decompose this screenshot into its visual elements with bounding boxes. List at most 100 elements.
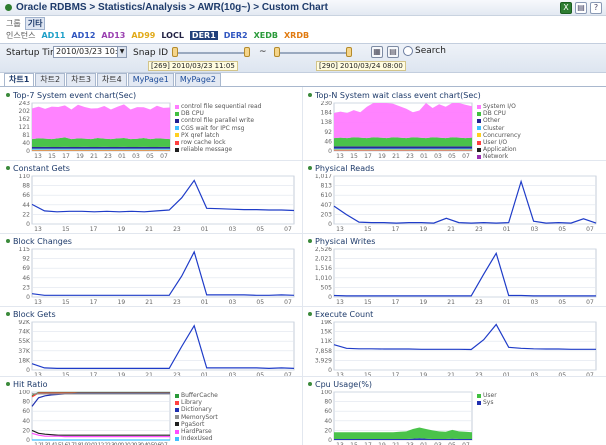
print-preview-icon[interactable]: ▦ xyxy=(371,46,383,58)
y-tick-label: 40 xyxy=(22,418,30,425)
x-tick-label: 21 xyxy=(447,299,455,305)
row-divider xyxy=(0,376,606,377)
snap-from-slider-right-handle[interactable] xyxy=(244,47,250,57)
instance-der1[interactable]: DER1 xyxy=(189,31,218,40)
chart-panel-topn: Top-N System wait class event chart(Sec)… xyxy=(308,90,598,160)
x-tick-label: 15 xyxy=(62,226,70,232)
x-tick-label: 18 xyxy=(74,442,82,445)
search-icon xyxy=(403,46,413,56)
excel-icon[interactable]: X xyxy=(560,2,572,14)
y-tick-label: 1,010 xyxy=(315,275,332,282)
chart-panel-cgets: Constant Gets 110 88 66 44 22 0 13 15 17 19 21 23 01 0… xyxy=(6,163,296,232)
x-tick-label: 21 xyxy=(145,372,153,378)
plot-frame xyxy=(31,175,295,225)
y-tick-label: 110 xyxy=(19,174,31,180)
tab-차트2[interactable]: 차트2 xyxy=(35,73,66,86)
instance-ad99[interactable]: AD99 xyxy=(131,31,156,40)
y-tick-label: 7,858 xyxy=(315,348,332,355)
legend-label: Cluster xyxy=(483,124,505,132)
x-tick-label: 15 xyxy=(350,442,358,445)
legend-swatch xyxy=(477,400,481,405)
startup-time-label: Startup Time xyxy=(6,48,65,58)
chart-title-row: Hit Ratio xyxy=(6,379,47,389)
help-icon[interactable]: ? xyxy=(590,2,602,14)
x-tick-label: 17 xyxy=(62,153,70,159)
line-series-5 xyxy=(31,432,170,438)
x-tick-label: 15 xyxy=(62,299,70,305)
printer-icon[interactable]: ▤ xyxy=(387,46,399,58)
x-tick-label: 21 xyxy=(447,226,455,232)
startup-time-select[interactable]: 2010/03/23 10:54:19 ▼ xyxy=(53,46,127,58)
x-tick-label: 05 xyxy=(448,153,456,159)
chevron-down-icon[interactable]: ▼ xyxy=(117,47,126,57)
x-tick-label: 01 xyxy=(503,372,511,378)
tab-mypage2[interactable]: MyPage2 xyxy=(174,73,221,86)
x-tick-label: 19 xyxy=(81,442,89,445)
chart-title: Physical Writes xyxy=(315,236,376,246)
legend-swatch xyxy=(477,140,481,145)
legend-label: Sys xyxy=(483,399,494,407)
area-series-0 xyxy=(32,104,170,140)
legend-item: Dictionary xyxy=(175,406,218,413)
chart-svg: 100 80 60 40 20 0 13 15 17 19 21 23 01 03 05 07 xyxy=(321,390,473,445)
y-tick-label: 23 xyxy=(22,284,30,291)
y-tick-label: 115 xyxy=(19,247,31,253)
instance-xedb[interactable]: XEDB xyxy=(253,31,278,40)
chart-legend: BufferCache Library Dictionary MemorySort Pg… xyxy=(175,392,218,442)
instance-ad11[interactable]: AD11 xyxy=(41,31,66,40)
y-tick-label: 3,929 xyxy=(315,357,332,364)
y-tick-label: 202 xyxy=(19,108,31,115)
y-tick-label: 138 xyxy=(321,119,333,126)
legend-label: Application xyxy=(483,146,517,154)
range-separator: ~ xyxy=(259,47,267,57)
tab-차트1[interactable]: 차트1 xyxy=(4,73,35,86)
snap-from-slider-left-handle[interactable] xyxy=(172,47,178,57)
tab-차트4[interactable]: 차트4 xyxy=(96,73,127,86)
legend-label: Library xyxy=(181,399,202,407)
print-icon[interactable]: ▤ xyxy=(575,2,587,14)
instance-locl[interactable]: LOCL xyxy=(161,31,184,40)
plot-frame xyxy=(333,321,597,371)
search-button[interactable]: Search xyxy=(403,46,446,56)
tab-mypage1[interactable]: MyPage1 xyxy=(127,73,174,86)
instance-der2[interactable]: DER2 xyxy=(223,31,248,40)
legend-label: User xyxy=(483,392,497,400)
x-tick-label: 07 xyxy=(462,153,470,159)
legend-swatch xyxy=(175,436,179,441)
instance-ad12[interactable]: AD12 xyxy=(71,31,96,40)
group-button-etc[interactable]: 기타 xyxy=(24,17,46,30)
snap-from-slider-track[interactable] xyxy=(172,52,250,54)
x-tick-label: 15 xyxy=(350,153,358,159)
x-tick-label: 13 xyxy=(34,153,42,159)
tab-차트3[interactable]: 차트3 xyxy=(66,73,96,86)
x-tick-label: 07 xyxy=(160,442,168,445)
y-tick-label: 0 xyxy=(328,367,332,374)
instance-xrdb[interactable]: XRDB xyxy=(283,31,310,40)
legend-label: IndexUsed xyxy=(181,435,213,443)
chart-title-row: Constant Gets xyxy=(6,163,70,173)
snap-to-slider-left-handle[interactable] xyxy=(274,47,280,57)
legend-label: System I/O xyxy=(483,103,516,111)
legend-label: Concurrency xyxy=(483,131,521,139)
y-tick-label: 92 xyxy=(324,129,332,136)
legend-swatch xyxy=(175,422,179,427)
x-tick-label: 23 xyxy=(475,299,483,305)
instance-ad13[interactable]: AD13 xyxy=(101,31,126,40)
snap-to-slider-right-handle[interactable] xyxy=(346,47,352,57)
legend-label: DB CPU xyxy=(483,110,506,118)
y-tick-label: 92 xyxy=(22,256,30,263)
breadcrumb: Oracle RDBMS > Statistics/Analysis > AWR… xyxy=(16,2,328,13)
legend-swatch xyxy=(175,429,179,434)
chart-title-row: Physical Reads xyxy=(308,163,374,173)
legend-swatch xyxy=(477,147,481,152)
chart-svg: 1,017 813 610 407 203 0 13 15 17 19 21 23 01 03 05 07 xyxy=(315,174,597,232)
x-tick-label: 07 xyxy=(284,372,292,378)
area-series-2 xyxy=(334,146,472,149)
legend-item: PX qref latch xyxy=(175,132,261,139)
y-tick-label: 22 xyxy=(22,211,30,218)
line-series-4 xyxy=(31,429,170,436)
snap-to-slider-track[interactable] xyxy=(274,52,352,54)
y-tick-label: 100 xyxy=(19,390,31,396)
x-tick-label: 17 xyxy=(90,226,98,232)
